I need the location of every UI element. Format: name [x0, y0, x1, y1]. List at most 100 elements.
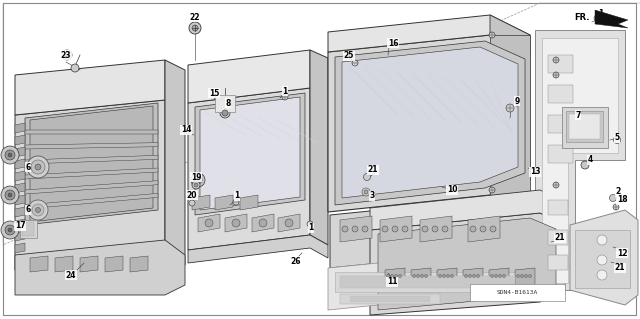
- Circle shape: [8, 193, 12, 197]
- Circle shape: [614, 137, 621, 144]
- Polygon shape: [489, 268, 509, 287]
- Text: 4: 4: [588, 155, 593, 165]
- Circle shape: [31, 160, 45, 174]
- Bar: [548, 255, 568, 270]
- Polygon shape: [215, 95, 235, 112]
- Polygon shape: [225, 214, 247, 232]
- Polygon shape: [25, 103, 158, 225]
- Circle shape: [282, 94, 288, 100]
- Polygon shape: [15, 147, 25, 157]
- Polygon shape: [30, 256, 48, 272]
- Circle shape: [506, 104, 514, 112]
- Circle shape: [62, 50, 72, 60]
- Circle shape: [597, 255, 607, 265]
- Polygon shape: [105, 256, 123, 272]
- Text: 21: 21: [555, 234, 565, 242]
- Circle shape: [477, 275, 479, 278]
- Circle shape: [71, 64, 79, 72]
- Polygon shape: [200, 97, 300, 210]
- Text: 18: 18: [617, 196, 627, 204]
- Circle shape: [387, 275, 390, 278]
- Polygon shape: [490, 35, 530, 195]
- Polygon shape: [490, 15, 530, 55]
- Circle shape: [35, 207, 40, 212]
- Polygon shape: [310, 50, 328, 245]
- Polygon shape: [370, 213, 565, 315]
- Polygon shape: [370, 190, 565, 230]
- Text: 19: 19: [191, 173, 201, 182]
- Circle shape: [191, 173, 205, 187]
- Bar: [569, 114, 600, 139]
- Circle shape: [194, 183, 198, 187]
- Polygon shape: [15, 60, 165, 115]
- Circle shape: [1, 221, 19, 239]
- Circle shape: [597, 235, 607, 245]
- Text: FR.: FR.: [575, 12, 590, 21]
- Circle shape: [27, 156, 49, 178]
- Polygon shape: [188, 235, 328, 263]
- Text: 17: 17: [15, 221, 26, 231]
- Polygon shape: [570, 210, 638, 305]
- Circle shape: [5, 225, 15, 235]
- Circle shape: [442, 275, 445, 278]
- Polygon shape: [328, 248, 528, 310]
- Text: 10: 10: [447, 186, 457, 195]
- Polygon shape: [340, 216, 372, 242]
- Text: 9: 9: [515, 97, 520, 106]
- Text: 3: 3: [369, 191, 374, 201]
- Polygon shape: [278, 214, 300, 232]
- Polygon shape: [165, 60, 185, 265]
- Polygon shape: [188, 88, 310, 250]
- Circle shape: [1, 146, 19, 164]
- Bar: [548, 145, 573, 163]
- Circle shape: [307, 221, 313, 227]
- Polygon shape: [130, 256, 148, 272]
- Polygon shape: [542, 38, 618, 283]
- Bar: [566, 111, 603, 142]
- Polygon shape: [330, 195, 530, 268]
- Text: 21: 21: [368, 166, 378, 174]
- Polygon shape: [240, 195, 258, 210]
- Circle shape: [502, 275, 506, 278]
- Polygon shape: [15, 240, 185, 295]
- Polygon shape: [15, 183, 25, 193]
- Text: 24: 24: [66, 271, 76, 279]
- Bar: [548, 230, 568, 245]
- Polygon shape: [25, 155, 158, 164]
- Text: 20: 20: [187, 190, 197, 199]
- Text: 6: 6: [26, 205, 31, 214]
- Text: 5: 5: [614, 133, 620, 143]
- Text: 15: 15: [209, 88, 219, 98]
- Polygon shape: [562, 107, 608, 148]
- Text: 1: 1: [308, 224, 314, 233]
- Circle shape: [220, 108, 230, 118]
- Circle shape: [499, 275, 502, 278]
- Polygon shape: [15, 100, 165, 270]
- Polygon shape: [198, 214, 220, 232]
- Circle shape: [529, 275, 531, 278]
- Bar: [340, 276, 515, 288]
- Circle shape: [399, 275, 401, 278]
- Circle shape: [609, 195, 616, 202]
- Polygon shape: [192, 195, 210, 210]
- Text: 6: 6: [26, 162, 31, 172]
- Polygon shape: [385, 268, 405, 287]
- Circle shape: [465, 275, 467, 278]
- Circle shape: [352, 226, 358, 232]
- Circle shape: [413, 275, 415, 278]
- Circle shape: [520, 275, 524, 278]
- Circle shape: [8, 153, 12, 157]
- Circle shape: [490, 226, 496, 232]
- Polygon shape: [515, 268, 535, 287]
- Text: 11: 11: [387, 278, 397, 286]
- Circle shape: [553, 72, 559, 78]
- Bar: [22, 222, 34, 236]
- Circle shape: [259, 219, 267, 227]
- Circle shape: [422, 226, 428, 232]
- Polygon shape: [25, 168, 158, 179]
- Circle shape: [402, 226, 408, 232]
- Circle shape: [192, 25, 198, 31]
- Polygon shape: [328, 15, 530, 55]
- Circle shape: [189, 22, 201, 34]
- Circle shape: [432, 226, 438, 232]
